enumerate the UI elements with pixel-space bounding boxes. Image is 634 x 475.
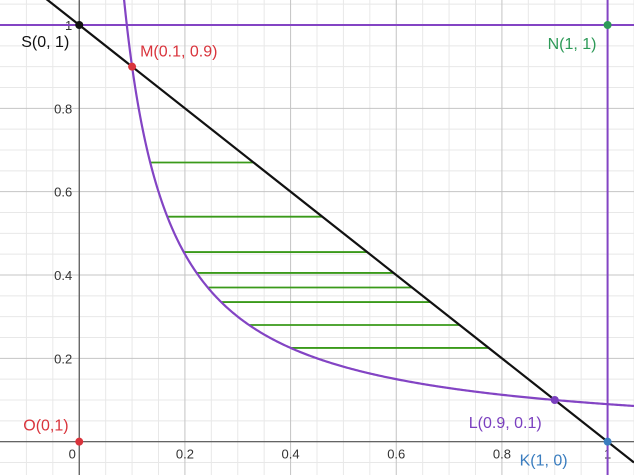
point-label-l: L(0.9, 0.1) [469, 415, 542, 432]
points: S(0, 1) M(0.1, 0.9) N(1, 1) L(0.9, 0.1) K(1,… [21, 21, 611, 470]
point-n [604, 21, 612, 29]
x-tick-label: 0.2 [176, 447, 194, 462]
point-label-m: M(0.1, 0.9) [140, 44, 217, 61]
tick-labels: 00.20.40.60.810.20.40.60.81 [54, 18, 611, 462]
y-tick-label: 0.8 [54, 101, 72, 116]
shaded-region-hatching [150, 163, 488, 348]
point-m [128, 63, 136, 71]
y-tick-label: 0.4 [54, 268, 72, 283]
y-tick-label: 0.2 [54, 351, 72, 366]
x-tick-label: 0.4 [282, 447, 300, 462]
point-label-s: S(0, 1) [21, 34, 69, 51]
point-o [75, 438, 83, 446]
point-l [551, 396, 559, 404]
point-k [604, 438, 612, 446]
x-tick-label: 0.6 [387, 447, 405, 462]
x-tick-label: 0 [69, 447, 76, 462]
y-tick-label: 0.6 [54, 185, 72, 200]
point-label-k: K(1, 0) [520, 453, 568, 470]
point-label-o: O(0,1) [23, 418, 68, 435]
point-s [75, 21, 83, 29]
point-label-n: N(1, 1) [548, 36, 597, 53]
hyperbola-curve [124, 0, 634, 406]
x-tick-label: 0.8 [493, 447, 511, 462]
